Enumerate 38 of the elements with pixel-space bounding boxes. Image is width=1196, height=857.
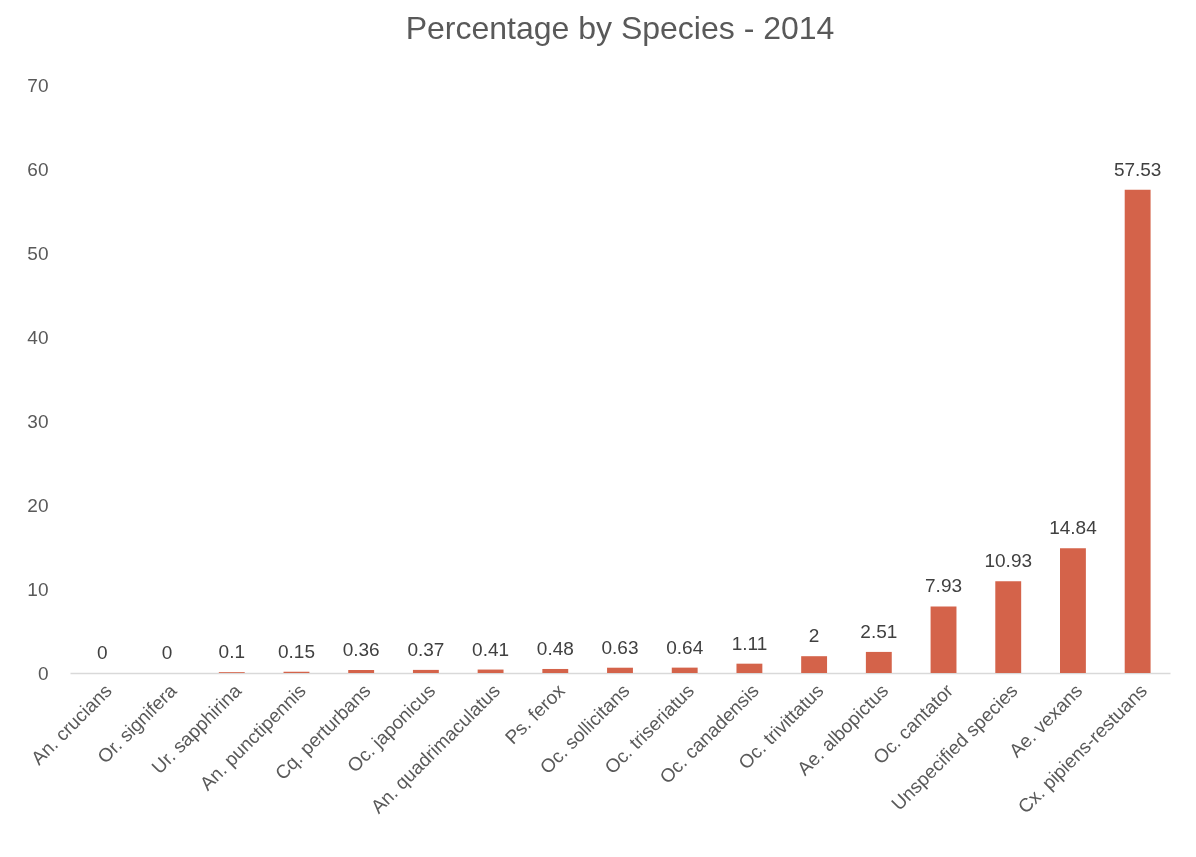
y-tick-label: 20 <box>27 494 49 516</box>
bar <box>348 669 375 673</box>
data-label: 0.15 <box>277 640 315 662</box>
y-tick-label: 50 <box>27 242 49 264</box>
y-tick-label: 40 <box>27 326 49 348</box>
bar <box>1060 548 1086 673</box>
bar <box>736 663 763 673</box>
bar <box>930 606 957 673</box>
data-label: 10.93 <box>984 550 1033 572</box>
y-tick-label: 0 <box>37 662 49 684</box>
bar <box>865 651 892 673</box>
data-label: 0.64 <box>666 636 704 658</box>
data-label: 0.36 <box>342 638 380 660</box>
bar <box>1124 189 1151 673</box>
y-tick-label: 60 <box>27 158 49 180</box>
data-label: 0.37 <box>407 638 445 660</box>
bar <box>542 668 569 673</box>
bar <box>412 669 439 673</box>
data-label: 14.84 <box>1049 517 1098 539</box>
bar <box>801 656 828 673</box>
data-label: 0.1 <box>218 641 245 663</box>
bar <box>995 581 1022 673</box>
data-label: 7.93 <box>925 575 963 597</box>
data-label: 0.41 <box>472 638 510 660</box>
y-tick-label: 70 <box>27 74 49 96</box>
data-label: 2.51 <box>860 620 898 642</box>
bar <box>607 667 633 673</box>
y-tick-label: 30 <box>27 410 49 432</box>
data-label: 2 <box>808 625 820 647</box>
bar <box>671 667 698 673</box>
y-tick-label: 10 <box>27 578 49 600</box>
data-label: 0 <box>161 642 173 663</box>
data-label: 0.63 <box>601 636 639 658</box>
data-label: 57.53 <box>1113 158 1162 180</box>
data-label: 0 <box>97 642 108 663</box>
chart-title: Percentage by Species - 2014 <box>405 10 835 46</box>
data-label: 0.48 <box>536 637 574 659</box>
data-label: 1.11 <box>731 632 768 654</box>
